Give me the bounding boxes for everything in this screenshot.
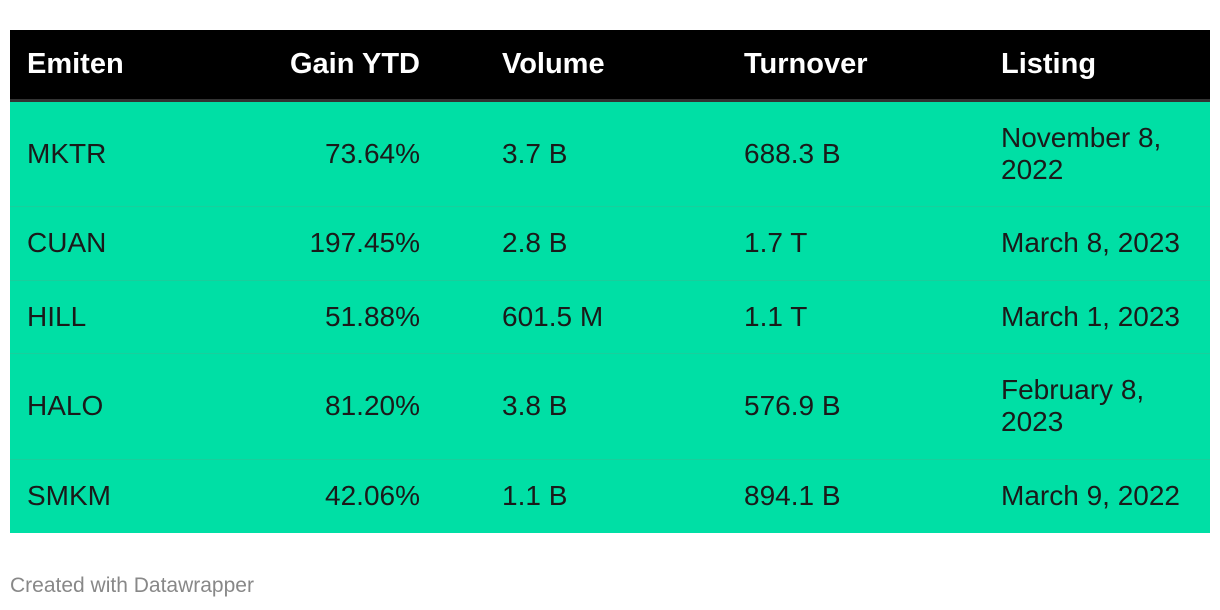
cell-volume: 2.8 B [502, 227, 568, 258]
cell-volume: 1.1 B [502, 480, 568, 512]
table-row: CUAN 197.45% 2.8 B 1.7 T March 8, 2023 [10, 206, 1210, 280]
cell-listing: March 9, 2022 [1001, 480, 1180, 512]
header-row: Emiten Gain YTD Volume Turnover Listing [10, 30, 1210, 100]
column-header-gain-ytd[interactable]: Gain YTD [290, 47, 420, 80]
column-header-turnover[interactable]: Turnover [744, 47, 868, 80]
table-row: HALO 81.20% 3.8 B 576.9 B February 8, 20… [10, 353, 1210, 459]
cell-volume: 3.7 B [502, 137, 568, 169]
cell-volume: 3.8 B [502, 390, 568, 421]
column-header-emiten[interactable]: Emiten [27, 47, 124, 80]
table-row: SMKM 42.06% 1.1 B 894.1 B March 9, 2022 [10, 459, 1210, 533]
cell-turnover: 576.9 B [744, 390, 841, 421]
table-header: Emiten Gain YTD Volume Turnover Listing [10, 30, 1210, 100]
cell-gain-ytd: 81.20% [325, 390, 420, 421]
cell-turnover: 1.1 T [744, 300, 808, 332]
cell-emiten: MKTR [27, 137, 107, 169]
cell-emiten: SMKM [27, 480, 111, 512]
table-row: MKTR 73.64% 3.7 B 688.3 B November 8, 20… [10, 100, 1210, 206]
cell-emiten: HALO [27, 390, 104, 421]
cell-volume: 601.5 M [502, 300, 604, 332]
cell-listing: February 8, 2023 [1001, 374, 1145, 437]
cell-emiten: HILL [27, 300, 87, 332]
table-row: HILL 51.88% 601.5 M 1.1 T March 1, 2023 [10, 280, 1210, 353]
cell-listing: March 1, 2023 [1001, 300, 1180, 332]
data-table: Emiten Gain YTD Volume Turnover Listing … [10, 30, 1210, 533]
cell-turnover: 1.7 T [744, 227, 808, 258]
cell-gain-ytd: 197.45% [309, 227, 420, 258]
datawrapper-credit[interactable]: Created with Datawrapper [10, 574, 254, 597]
cell-emiten: CUAN [27, 227, 107, 258]
cell-turnover: 688.3 B [744, 137, 841, 169]
cell-listing: March 8, 2023 [1001, 227, 1180, 258]
cell-gain-ytd: 51.88% [325, 300, 420, 332]
cell-listing: November 8, 2022 [1001, 121, 1162, 185]
cell-gain-ytd: 73.64% [325, 137, 420, 169]
column-header-volume[interactable]: Volume [502, 47, 605, 80]
cell-turnover: 894.1 B [744, 480, 841, 512]
table-body: MKTR 73.64% 3.7 B 688.3 B November 8, 20… [10, 100, 1210, 533]
data-table-container: Emiten Gain YTD Volume Turnover Listing … [10, 30, 1210, 533]
column-header-listing[interactable]: Listing [1001, 47, 1097, 80]
cell-gain-ytd: 42.06% [325, 480, 420, 512]
